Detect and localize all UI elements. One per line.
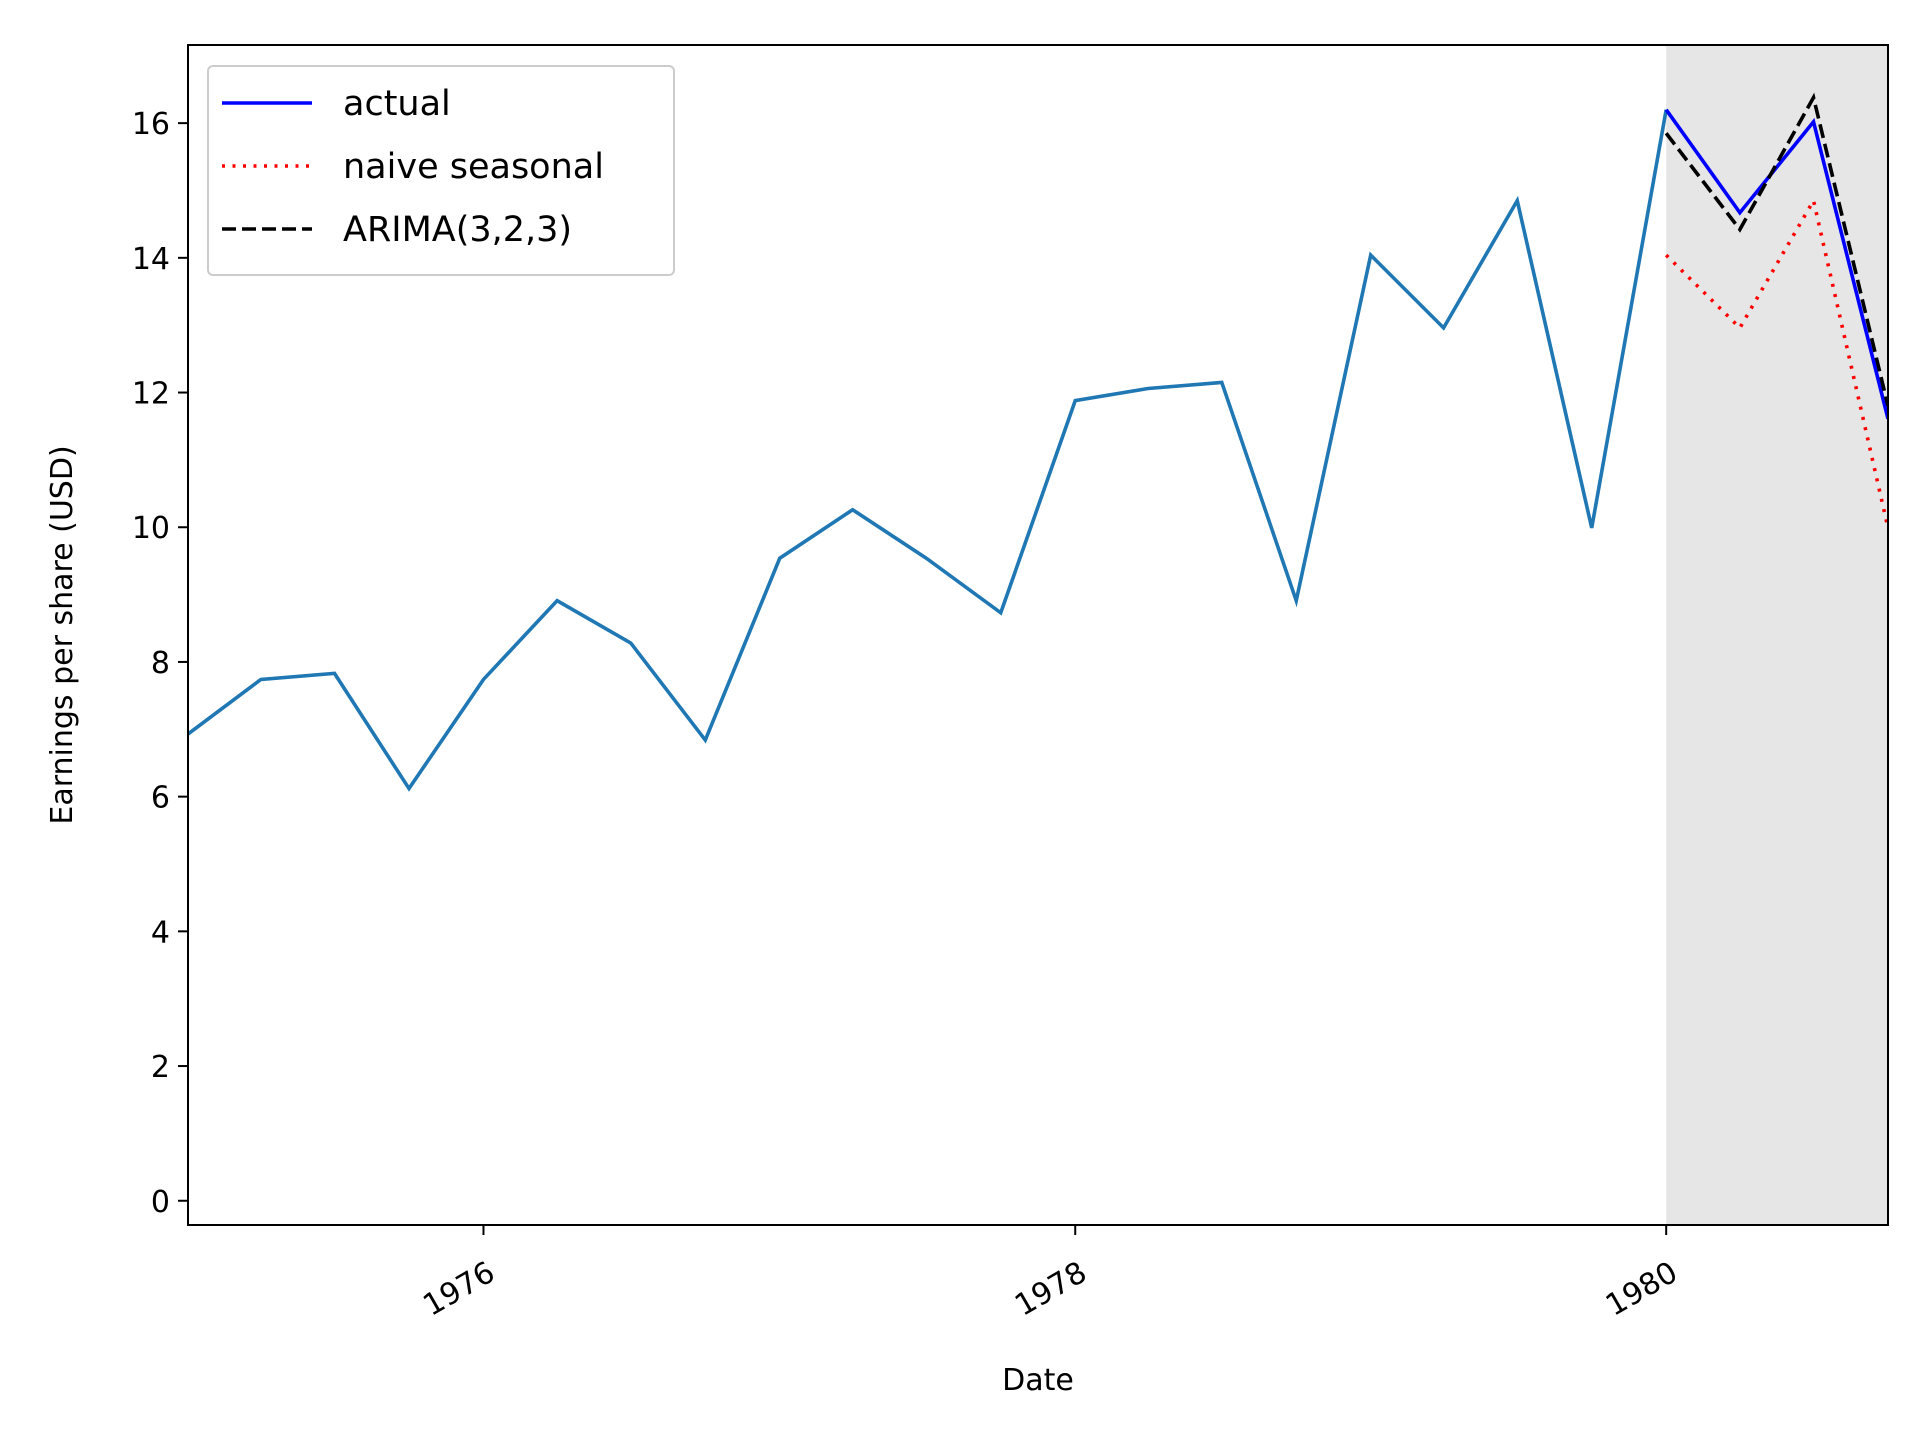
y-tick-label: 4 [151, 915, 170, 950]
y-tick-label: 12 [132, 377, 170, 412]
y-tick-label: 6 [151, 781, 170, 816]
forecast-shaded-region [1666, 45, 1888, 1225]
series-line-actual [1664, 108, 1888, 420]
y-tick-label: 2 [151, 1050, 170, 1085]
plot-frame [187, 44, 1889, 1226]
y-tick-label: 14 [132, 242, 170, 277]
legend: actual naive seasonal ARIMA(3,2,3) [207, 65, 675, 276]
series-lines [188, 92, 1888, 792]
y-tick-label: 16 [132, 107, 170, 142]
series-line-history [188, 109, 1668, 792]
y-tick-label: 8 [151, 646, 170, 681]
y-axis: 0 2 4 6 8 10 12 14 16 [132, 107, 188, 1220]
series-line-arima-3-2-3 [1664, 92, 1888, 407]
legend-box [207, 65, 675, 276]
legend-label: ARIMA(3,2,3) [343, 210, 572, 250]
x-axis-label: Date [1002, 1363, 1074, 1398]
legend-label: naive seasonal [343, 147, 604, 187]
y-axis-label: Earnings per share (USD) [45, 445, 80, 824]
y-tick-label: 10 [132, 511, 170, 546]
legend-label: actual [343, 84, 451, 124]
shaded-region-rect [1666, 45, 1888, 1225]
y-tick-label: 0 [151, 1185, 170, 1220]
